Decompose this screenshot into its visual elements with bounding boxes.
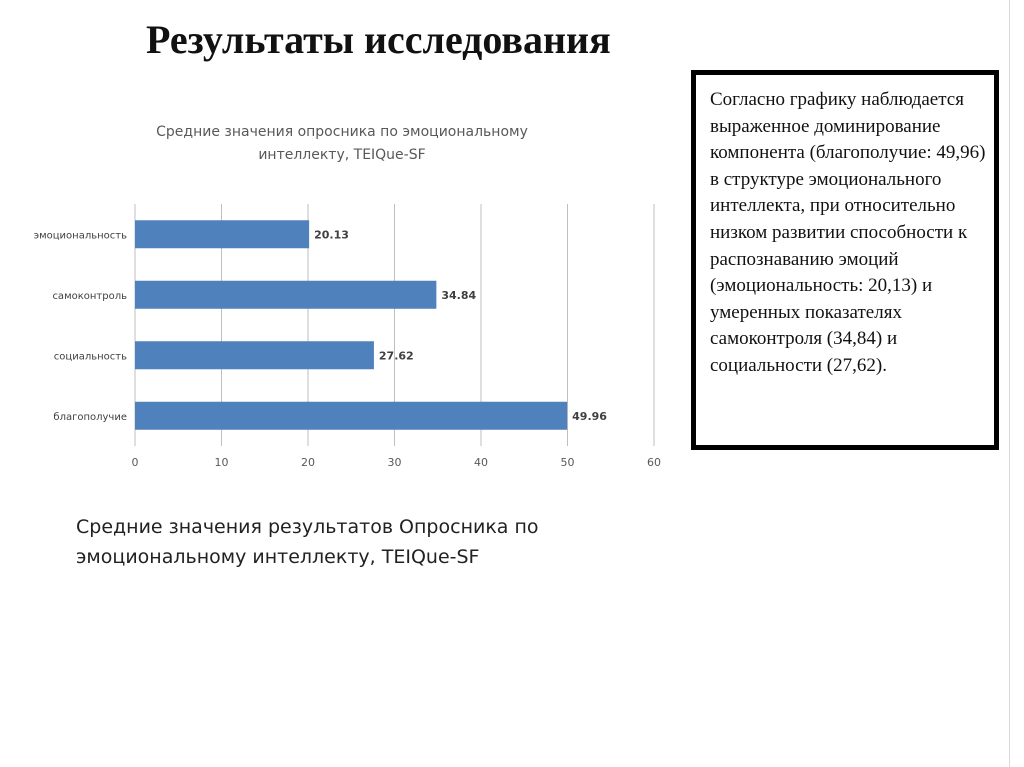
- bar: [135, 401, 568, 430]
- bar: [135, 220, 310, 249]
- value-label: 27.62: [379, 349, 414, 362]
- value-label: 20.13: [314, 228, 349, 241]
- x-tick-label: 10: [215, 456, 229, 469]
- chart-category-labels: эмоциональность самоконтроль социальность б…: [34, 230, 128, 423]
- x-tick-label: 0: [132, 456, 139, 469]
- conclusion-box: Согласно графику наблюдается выраженное …: [691, 70, 999, 450]
- value-label: 49.96: [572, 410, 607, 423]
- x-tick-label: 30: [388, 456, 402, 469]
- bar: [135, 280, 437, 309]
- bar: [135, 341, 374, 370]
- chart-x-ticks: 0 10 20 30 40 50 60: [132, 456, 662, 469]
- x-tick-label: 60: [647, 456, 661, 469]
- chart-caption: Средние значения результатов Опросника п…: [76, 516, 539, 568]
- category-label: социальность: [54, 351, 127, 362]
- x-tick-label: 50: [561, 456, 575, 469]
- value-label: 34.84: [441, 289, 476, 302]
- category-label: благополучие: [53, 412, 127, 423]
- chart-title-line-2: интеллекту, TEIQue-SF: [258, 147, 425, 163]
- chart-canvas: Средние значения опросника по эмоциональ…: [34, 124, 662, 469]
- category-label: эмоциональность: [34, 230, 128, 241]
- x-tick-label: 20: [301, 456, 315, 469]
- chart-title-line-1: Средние значения опросника по эмоциональ…: [156, 124, 528, 140]
- chart-value-labels: 20.13 34.84 27.62 49.96: [314, 228, 607, 423]
- x-tick-label: 40: [474, 456, 488, 469]
- category-label: самоконтроль: [52, 291, 127, 302]
- slide-title: Результаты исследования: [146, 17, 611, 62]
- conclusion-text: Согласно графику наблюдается выраженное …: [710, 89, 986, 376]
- bar-chart: Средние значения опросника по эмоциональ…: [20, 110, 680, 480]
- slide-edge: [1009, 0, 1010, 767]
- chart-bars: [135, 220, 568, 430]
